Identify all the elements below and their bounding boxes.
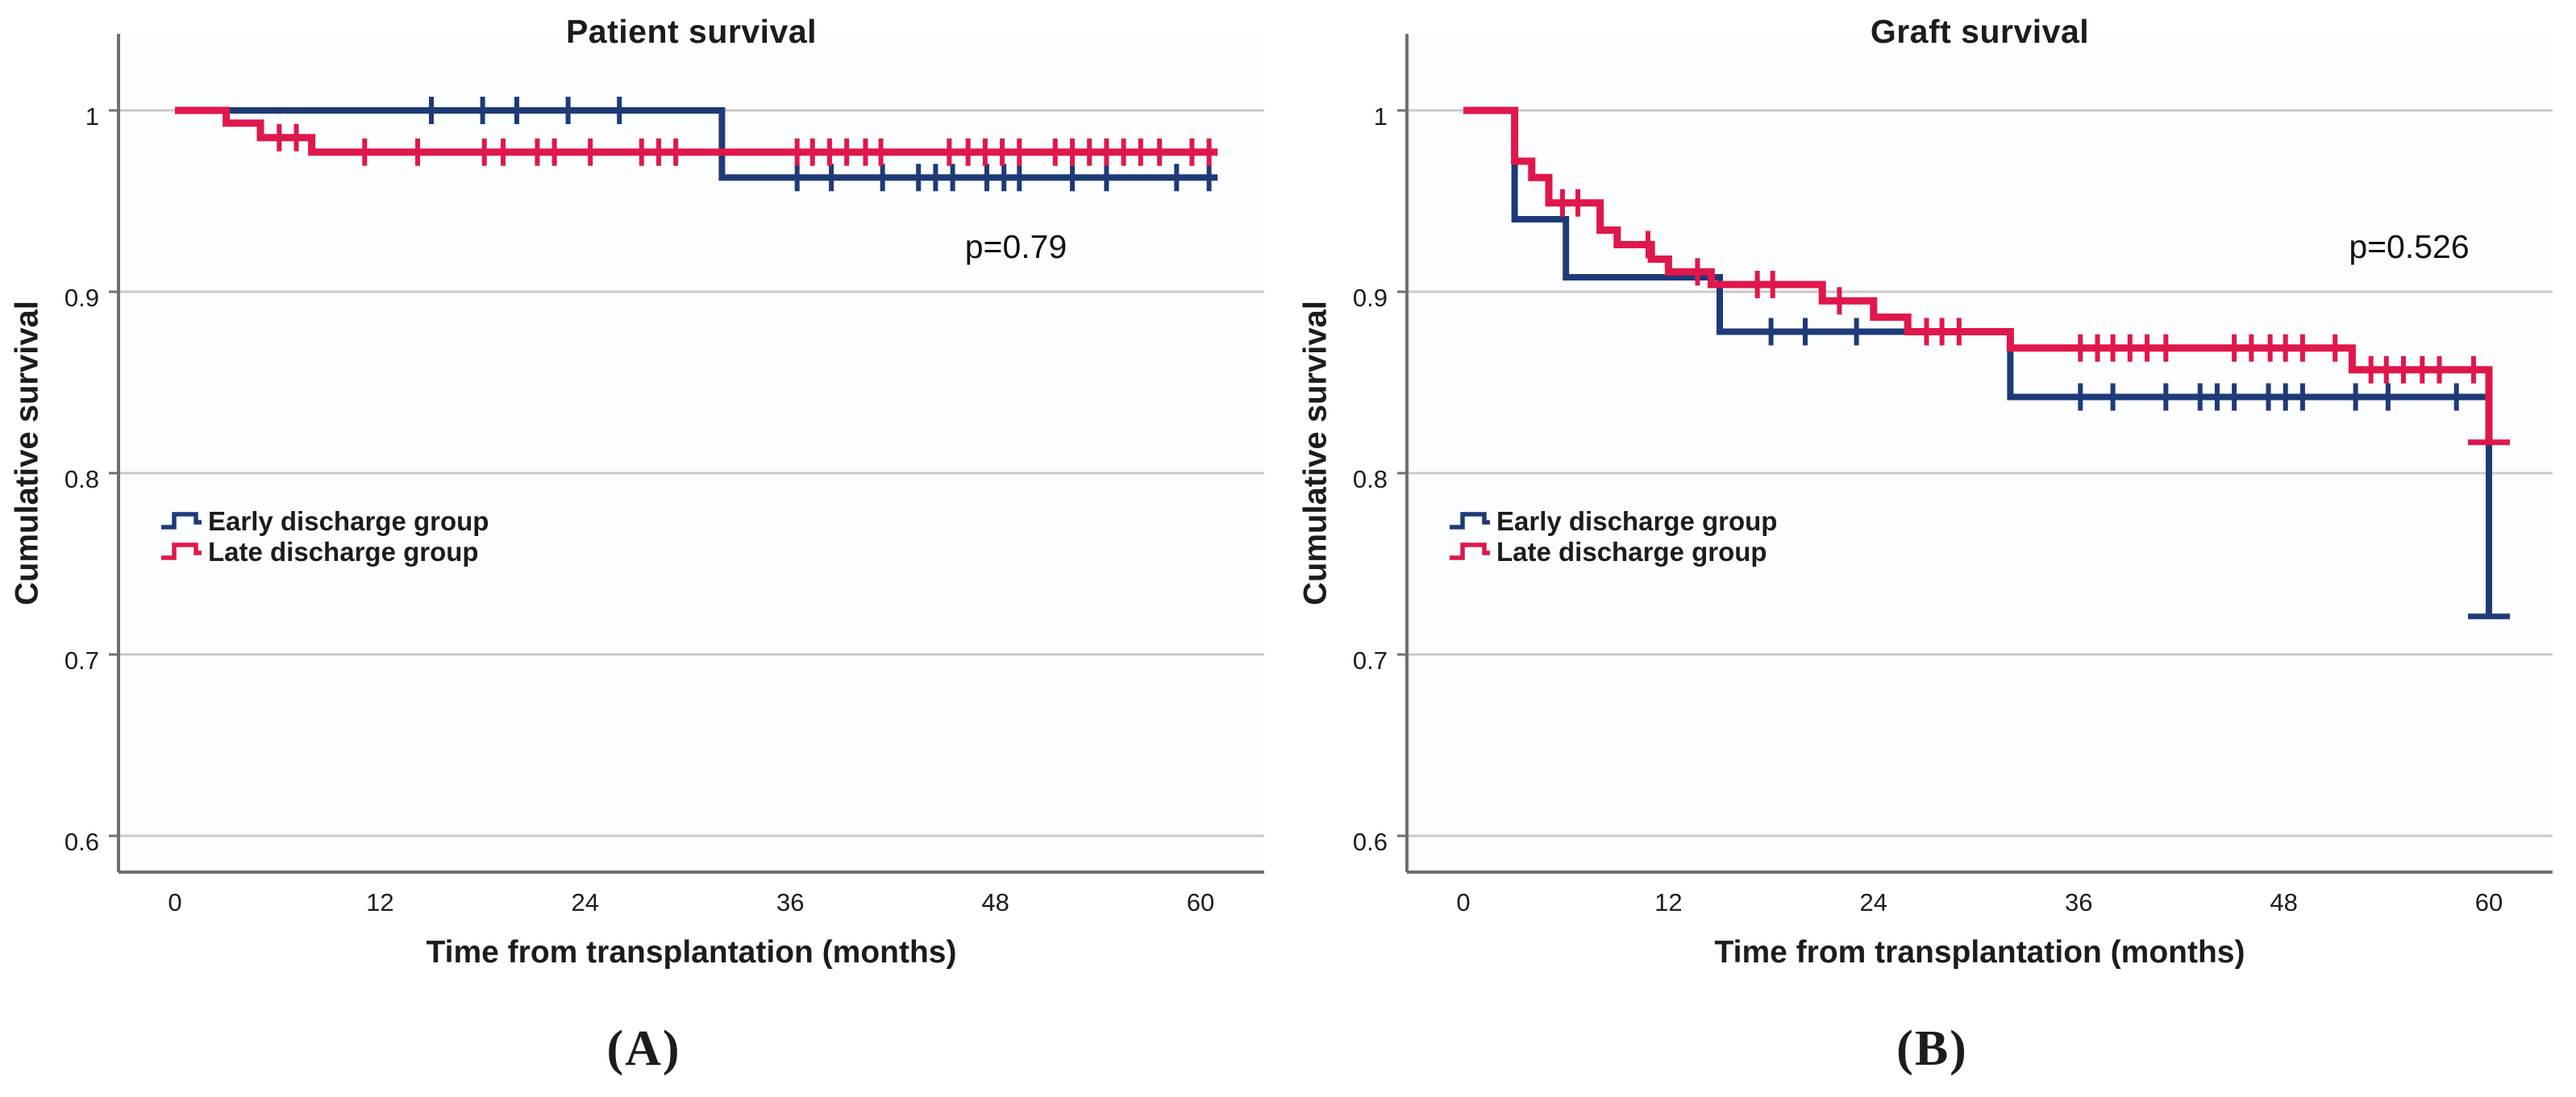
legend: Early discharge group Late discharge gro… — [160, 505, 489, 567]
panel-title: Graft survival — [1870, 13, 2090, 50]
plot-background — [1407, 34, 2553, 872]
p-value-annotation: p=0.526 — [2349, 228, 2470, 265]
y-axis-label: Cumulative survival — [1297, 301, 1334, 605]
y-tick-label: 0.6 — [65, 828, 99, 856]
survival-curve-early — [175, 107, 1218, 181]
legend-step-marker-early-icon — [161, 512, 202, 530]
survival-curve-early — [1463, 107, 2492, 617]
y-tick-label: 1 — [85, 102, 99, 131]
legend-item-late: Late discharge group — [1448, 536, 1777, 567]
survival-curve-late — [1463, 106, 2493, 443]
y-tick-label: 0.6 — [1353, 828, 1388, 856]
survival-curve-late — [175, 106, 1218, 156]
panel-patient-survival: 1 0.9 0.8 0.7 0.6 0 12 24 36 48 60 Patient surviva… — [9, 13, 1264, 1076]
legend-label-late: Late discharge group — [208, 536, 479, 567]
y-tick-label: 0.9 — [65, 284, 99, 312]
p-value-annotation: p=0.79 — [964, 228, 1067, 265]
panel-graft-survival: 1 0.9 0.8 0.7 0.6 0 12 24 36 48 60 Graft survival … — [1288, 0, 2576, 1097]
y-tick-label: 0.8 — [65, 465, 99, 493]
legend-label-early: Early discharge group — [208, 505, 489, 536]
y-tick-label: 0.9 — [1353, 284, 1388, 312]
x-tick-label: 12 — [1654, 888, 1682, 916]
x-axis-label: Time from transplantation (months) — [1714, 935, 2245, 970]
x-tick-label: 48 — [981, 888, 1009, 916]
panel-title: Patient survival — [565, 13, 818, 50]
legend-step-marker-late-icon — [1450, 542, 1490, 560]
x-tick-label: 0 — [168, 888, 181, 916]
legend-item-early: Early discharge group — [1448, 505, 1777, 536]
x-tick-label: 0 — [1456, 888, 1470, 916]
y-axis-label: Cumulative survival — [9, 301, 45, 605]
legend: Early discharge group Late discharge gro… — [1448, 505, 1777, 567]
x-tick-label: 12 — [366, 888, 393, 916]
x-tick-label: 60 — [2475, 888, 2503, 916]
patient-survival-plot: 1 0.9 0.8 0.7 0.6 0 12 24 36 48 60 — [65, 34, 1264, 916]
x-tick-label: 36 — [776, 888, 804, 916]
graft-survival-plot: 1 0.9 0.8 0.7 0.6 0 12 24 36 48 60 — [1353, 34, 2553, 916]
legend-item-early: Early discharge group — [160, 505, 489, 536]
x-axis-label: Time from transplantation (months) — [426, 935, 957, 970]
y-tick-label: 0.7 — [1353, 646, 1388, 675]
legend-step-marker-late-icon — [161, 542, 202, 560]
legend-label-late: Late discharge group — [1496, 536, 1767, 567]
x-tick-label: 24 — [572, 888, 599, 916]
y-tick-label: 0.7 — [65, 646, 99, 675]
y-tick-label: 0.8 — [1353, 465, 1388, 493]
y-tick-label: 1 — [1374, 102, 1388, 131]
x-tick-label: 24 — [1860, 888, 1887, 916]
panel-letter: (B) — [1896, 1021, 1968, 1076]
x-tick-label: 60 — [1187, 888, 1214, 916]
plot-background — [119, 34, 1264, 872]
legend-label-early: Early discharge group — [1496, 505, 1778, 536]
legend-step-marker-early-icon — [1450, 512, 1490, 530]
x-tick-label: 48 — [2270, 888, 2297, 916]
legend-item-late: Late discharge group — [160, 536, 489, 567]
panel-letter: (A) — [606, 1021, 681, 1076]
x-tick-label: 36 — [2065, 888, 2092, 916]
